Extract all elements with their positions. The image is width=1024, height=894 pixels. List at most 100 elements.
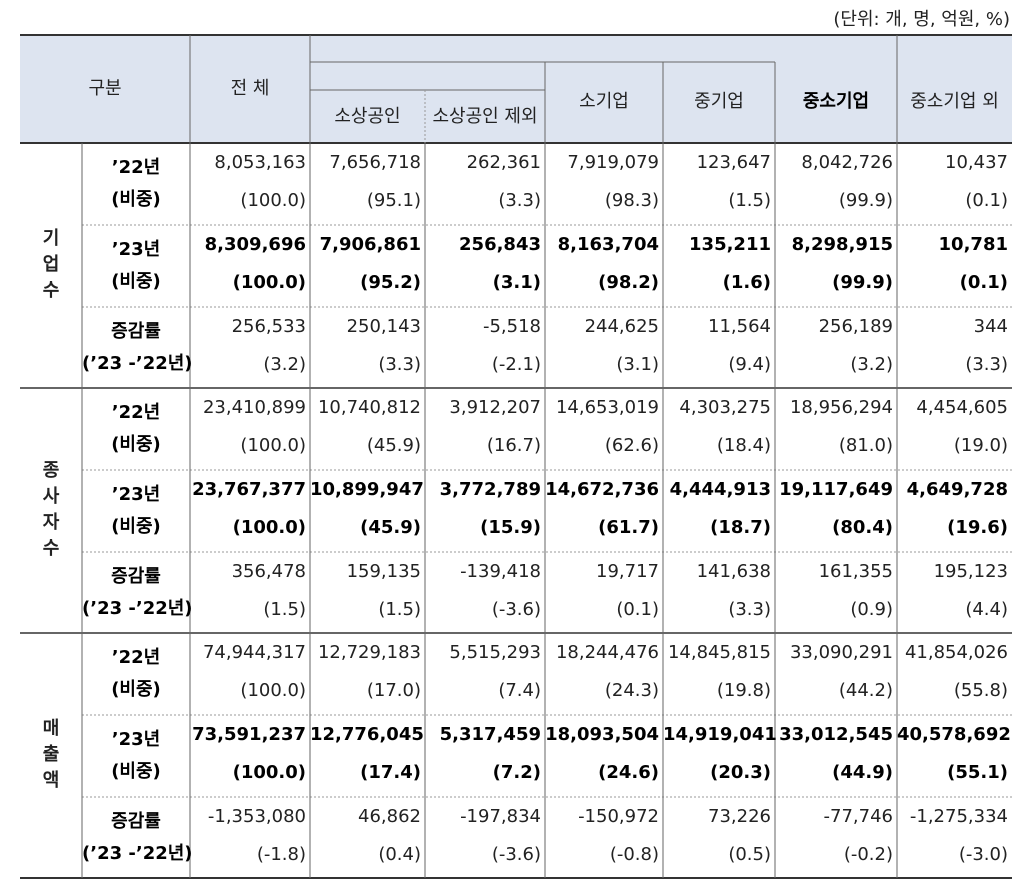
header-background	[20, 35, 1012, 143]
value-cell: 23,410,899	[202, 397, 306, 418]
share-cell: (7.4)	[498, 680, 541, 701]
row-label: (’23 -’22년)	[82, 353, 193, 374]
value-cell: 14,653,019	[555, 397, 659, 418]
header-cell: 중소기업 외	[910, 91, 999, 112]
share-cell: (45.9)	[360, 517, 421, 538]
value-cell: 19,117,649	[779, 479, 893, 500]
share-cell: (9.4)	[728, 354, 771, 375]
share-cell: (3.3)	[965, 354, 1008, 375]
row-label: (비중)	[111, 271, 161, 292]
share-cell: (24.3)	[604, 680, 659, 701]
share-cell: (16.7)	[486, 435, 541, 456]
share-cell: (61.7)	[598, 517, 659, 538]
share-cell: (62.6)	[604, 435, 659, 456]
share-cell: (80.4)	[832, 517, 893, 538]
value-cell: 4,649,728	[906, 479, 1008, 500]
value-cell: 12,776,045	[310, 724, 424, 745]
value-cell: 7,919,079	[567, 152, 659, 173]
share-cell: (-1.8)	[256, 844, 306, 865]
share-cell: (19.0)	[953, 435, 1008, 456]
share-cell: (95.2)	[360, 272, 421, 293]
share-cell: (95.1)	[366, 190, 421, 211]
share-cell: (98.3)	[604, 190, 659, 211]
value-cell: 14,845,815	[667, 642, 771, 663]
value-cell: 10,781	[938, 234, 1008, 255]
value-cell: 8,298,915	[791, 234, 893, 255]
value-cell: 4,454,605	[916, 397, 1008, 418]
share-cell: (-2.1)	[491, 354, 541, 375]
value-cell: -150,972	[578, 806, 659, 827]
header-cell: 전 체	[230, 78, 270, 99]
value-cell: 4,444,913	[669, 479, 771, 500]
value-cell: 12,729,183	[317, 642, 421, 663]
row-label: ’22년	[111, 402, 161, 423]
value-cell: -77,746	[823, 806, 893, 827]
row-label: (비중)	[111, 761, 161, 782]
value-cell: 159,135	[346, 561, 421, 582]
share-cell: (0.1)	[616, 599, 659, 620]
value-cell: 33,012,545	[779, 724, 893, 745]
share-cell: (0.4)	[378, 844, 421, 865]
share-cell: (-0.2)	[843, 844, 893, 865]
value-cell: 18,244,476	[555, 642, 659, 663]
value-cell: -139,418	[460, 561, 541, 582]
header-cell: 소상공인	[334, 106, 401, 127]
value-cell: 40,578,692	[897, 724, 1011, 745]
row-label: (’23 -’22년)	[82, 598, 193, 619]
value-cell: 33,090,291	[789, 642, 893, 663]
share-cell: (3.3)	[728, 599, 771, 620]
row-label: 증감률	[111, 321, 161, 342]
row-label: 증감률	[111, 566, 161, 587]
row-label: ’22년	[111, 157, 161, 178]
share-cell: (0.1)	[965, 190, 1008, 211]
value-cell: 344	[973, 316, 1008, 337]
value-cell: 8,053,163	[214, 152, 306, 173]
header-cell: 구분	[88, 78, 122, 99]
share-cell: (45.9)	[366, 435, 421, 456]
share-cell: (24.6)	[598, 762, 659, 783]
share-cell: (19.8)	[716, 680, 771, 701]
share-cell: (-3.6)	[491, 844, 541, 865]
share-cell: (-0.8)	[609, 844, 659, 865]
row-label: (비중)	[111, 189, 161, 210]
value-cell: 161,355	[818, 561, 893, 582]
value-cell: 18,956,294	[789, 397, 893, 418]
header-cell: 중기업	[694, 91, 744, 112]
share-cell: (100.0)	[232, 272, 306, 293]
row-label: (비중)	[111, 516, 161, 537]
share-cell: (100.0)	[240, 435, 306, 456]
value-cell: 4,303,275	[679, 397, 771, 418]
value-cell: -5,518	[482, 316, 541, 337]
share-cell: (100.0)	[240, 190, 306, 211]
value-cell: 46,862	[358, 806, 421, 827]
share-cell: (20.3)	[710, 762, 771, 783]
share-cell: (98.2)	[598, 272, 659, 293]
share-cell: (1.5)	[263, 599, 306, 620]
value-cell: 74,944,317	[202, 642, 306, 663]
value-cell: 41,854,026	[904, 642, 1008, 663]
share-cell: (-3.6)	[491, 599, 541, 620]
value-cell: 123,647	[696, 152, 771, 173]
share-cell: (55.8)	[953, 680, 1008, 701]
value-cell: 3,912,207	[449, 397, 541, 418]
value-cell: -197,834	[460, 806, 541, 827]
share-cell: (1.5)	[728, 190, 771, 211]
share-cell: (99.9)	[838, 190, 893, 211]
share-cell: (1.6)	[722, 272, 771, 293]
value-cell: 23,767,377	[192, 479, 306, 500]
value-cell: 8,309,696	[204, 234, 306, 255]
value-cell: 256,533	[231, 316, 306, 337]
share-cell: (18.7)	[710, 517, 771, 538]
share-cell: (18.4)	[716, 435, 771, 456]
share-cell: (1.5)	[378, 599, 421, 620]
share-cell: (100.0)	[240, 680, 306, 701]
value-cell: 8,163,704	[557, 234, 659, 255]
value-cell: 256,189	[818, 316, 893, 337]
share-cell: (19.6)	[947, 517, 1008, 538]
value-cell: 19,717	[596, 561, 659, 582]
share-cell: (3.1)	[616, 354, 659, 375]
value-cell: 14,919,041	[663, 724, 777, 745]
row-label: (비중)	[111, 679, 161, 700]
value-cell: 262,361	[466, 152, 541, 173]
